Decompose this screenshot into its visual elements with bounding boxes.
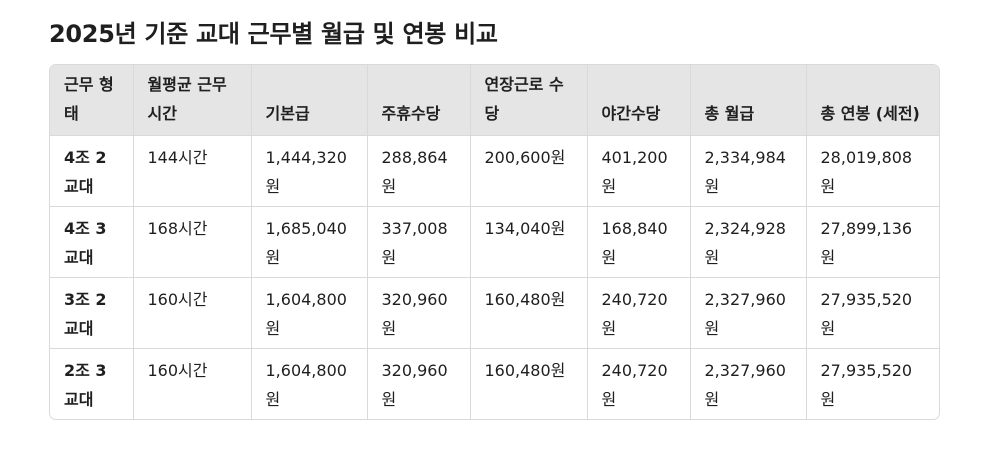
cell-monthly-hours: 160시간 <box>133 277 252 349</box>
table-row: 4조 3 교대 168시간 1,685,040 원 337,008 원 134,… <box>50 206 939 278</box>
cell-total-monthly-pay: 2,327,960 원 <box>690 348 807 419</box>
cell-weekly-holiday-allowance: 337,008 원 <box>367 206 471 278</box>
cell-monthly-hours: 160시간 <box>133 348 252 419</box>
table-row: 3조 2 교대 160시간 1,604,800 원 320,960 원 160,… <box>50 277 939 349</box>
cell-work-type: 4조 3 교대 <box>50 206 134 278</box>
header-row: 근무 형태 월평균 근무시간 기본급 주휴수당 연장근로 수당 야간수당 총 월… <box>50 65 939 136</box>
cell-night-allowance: 401,200 원 <box>587 135 691 207</box>
cell-total-annual-salary: 28,019,808 원 <box>806 135 939 207</box>
table-body: 4조 2 교대 144시간 1,444,320 원 288,864 원 200,… <box>50 135 939 419</box>
table-row: 4조 2 교대 144시간 1,444,320 원 288,864 원 200,… <box>50 135 939 207</box>
cell-total-annual-salary: 27,899,136 원 <box>806 206 939 278</box>
header-cell-overtime-allowance: 연장근로 수당 <box>470 65 588 136</box>
cell-work-type: 2조 3 교대 <box>50 348 134 419</box>
comparison-table: 근무 형태 월평균 근무시간 기본급 주휴수당 연장근로 수당 야간수당 총 월… <box>49 64 940 420</box>
cell-overtime-allowance: 160,480원 <box>470 348 588 419</box>
cell-total-monthly-pay: 2,324,928 원 <box>690 206 807 278</box>
cell-weekly-holiday-allowance: 288,864 원 <box>367 135 471 207</box>
cell-night-allowance: 168,840 원 <box>587 206 691 278</box>
cell-work-type: 3조 2 교대 <box>50 277 134 349</box>
cell-overtime-allowance: 134,040원 <box>470 206 588 278</box>
cell-base-pay: 1,604,800 원 <box>251 277 368 349</box>
header-cell-night-allowance: 야간수당 <box>587 65 691 136</box>
cell-weekly-holiday-allowance: 320,960 원 <box>367 277 471 349</box>
cell-work-type: 4조 2 교대 <box>50 135 134 207</box>
cell-monthly-hours: 168시간 <box>133 206 252 278</box>
cell-monthly-hours: 144시간 <box>133 135 252 207</box>
header-cell-work-type: 근무 형태 <box>50 65 134 136</box>
cell-overtime-allowance: 160,480원 <box>470 277 588 349</box>
cell-total-annual-salary: 27,935,520 원 <box>806 277 939 349</box>
cell-overtime-allowance: 200,600원 <box>470 135 588 207</box>
header-cell-total-monthly-pay: 총 월급 <box>690 65 807 136</box>
header-cell-monthly-hours: 월평균 근무시간 <box>133 65 252 136</box>
header-cell-base-pay: 기본급 <box>251 65 368 136</box>
page-title: 2025년 기준 교대 근무별 월급 및 연봉 비교 <box>49 20 498 48</box>
cell-night-allowance: 240,720 원 <box>587 277 691 349</box>
cell-total-monthly-pay: 2,334,984 원 <box>690 135 807 207</box>
cell-total-annual-salary: 27,935,520 원 <box>820 360 913 409</box>
cell-weekly-holiday-allowance: 320,960 원 <box>367 348 471 419</box>
table-header: 근무 형태 월평균 근무시간 기본급 주휴수당 연장근로 수당 야간수당 총 월… <box>50 65 939 136</box>
cell-base-pay: 1,685,040 원 <box>251 206 368 278</box>
cell-total-monthly-pay: 2,327,960 원 <box>690 277 807 349</box>
cell-base-pay: 1,444,320 원 <box>251 135 368 207</box>
table-row: 2조 3 교대 160시간 1,604,800 원 320,960 원 160,… <box>50 348 939 419</box>
header-cell-total-annual-salary: 총 연봉 (세전) <box>806 65 939 136</box>
cell-night-allowance: 240,720 원 <box>587 348 691 419</box>
cell-base-pay: 1,604,800 원 <box>251 348 368 419</box>
header-cell-weekly-holiday-allowance: 주휴수당 <box>367 65 471 136</box>
